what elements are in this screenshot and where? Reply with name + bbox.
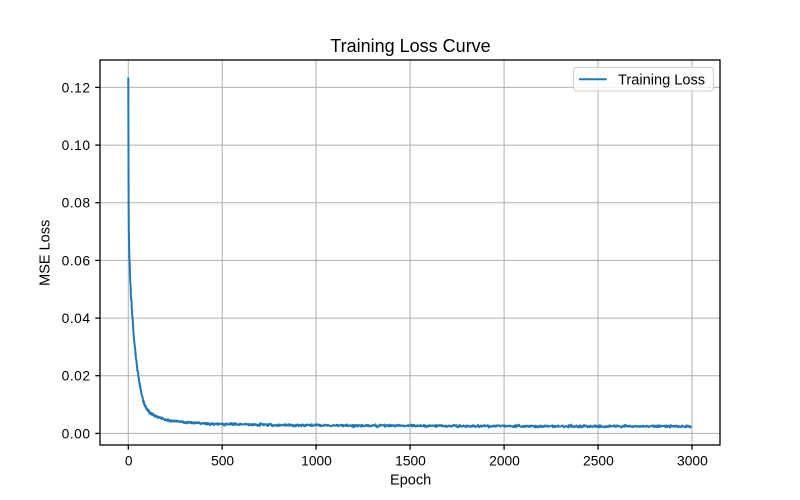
svg-text:0.00: 0.00: [62, 426, 91, 441]
svg-text:3000: 3000: [677, 454, 708, 469]
svg-text:0.08: 0.08: [62, 196, 91, 211]
svg-text:1000: 1000: [301, 454, 332, 469]
svg-text:Epoch: Epoch: [390, 473, 431, 489]
svg-text:1500: 1500: [395, 454, 426, 469]
svg-text:0.06: 0.06: [62, 253, 91, 268]
svg-text:0.02: 0.02: [62, 369, 91, 384]
svg-text:0: 0: [125, 454, 133, 469]
svg-text:0.04: 0.04: [62, 311, 91, 326]
svg-text:MSE Loss: MSE Loss: [38, 220, 54, 286]
svg-text:Training Loss Curve: Training Loss Curve: [330, 36, 490, 56]
svg-text:0.12: 0.12: [62, 80, 91, 95]
svg-text:2000: 2000: [489, 454, 520, 469]
svg-text:2500: 2500: [583, 454, 614, 469]
svg-text:500: 500: [211, 454, 234, 469]
svg-text:Training Loss: Training Loss: [618, 72, 705, 88]
svg-text:0.10: 0.10: [62, 138, 91, 153]
